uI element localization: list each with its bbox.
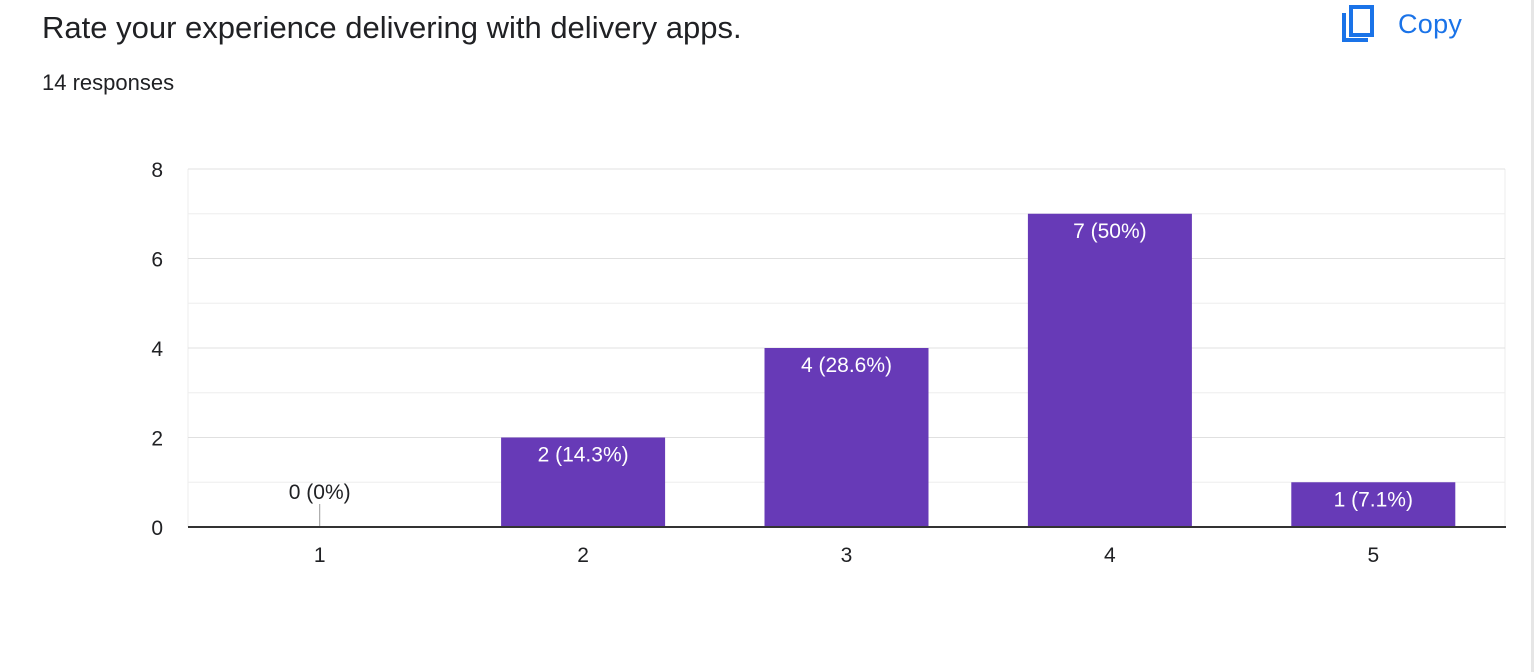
y-tick-label: 6 <box>151 249 163 272</box>
bar-value-label: 2 (14.3%) <box>538 444 629 467</box>
y-tick-label: 8 <box>151 159 163 182</box>
copy-icon <box>1342 5 1374 42</box>
question-title: Rate your experience delivering with del… <box>42 10 742 45</box>
bar[interactable] <box>1291 482 1456 527</box>
bar[interactable] <box>764 348 929 527</box>
bar[interactable] <box>1027 213 1192 527</box>
x-tick-label: 5 <box>1367 544 1379 567</box>
grid <box>187 168 1506 527</box>
y-tick-label: 4 <box>151 338 163 361</box>
x-tick-label: 1 <box>314 544 326 567</box>
x-tick-label: 4 <box>1104 544 1116 567</box>
x-tick-label: 2 <box>577 544 589 567</box>
y-tick-label: 0 <box>151 517 163 540</box>
bar-value-label: 4 (28.6%) <box>801 354 892 377</box>
bar[interactable] <box>501 437 666 528</box>
bar-value-label: 1 (7.1%) <box>1334 488 1413 511</box>
x-axis: 1 2 3 4 5 <box>188 526 1506 567</box>
y-axis: 0 2 4 6 8 <box>151 159 163 540</box>
y-tick-label: 2 <box>151 428 163 451</box>
panel-edge <box>1531 0 1534 672</box>
copy-button[interactable]: Copy <box>1340 2 1462 46</box>
bars: 0 (0%) 2 (14.3%) 4 (28.6%) 7 (50%) 1 (7.1%) <box>289 213 1456 528</box>
bar-value-label: 7 (50%) <box>1073 220 1147 243</box>
response-count: 14 responses <box>42 70 175 95</box>
bar-value-label: 0 (0%) <box>289 481 351 504</box>
x-tick-label: 3 <box>841 544 853 567</box>
copy-label: Copy <box>1398 8 1463 39</box>
